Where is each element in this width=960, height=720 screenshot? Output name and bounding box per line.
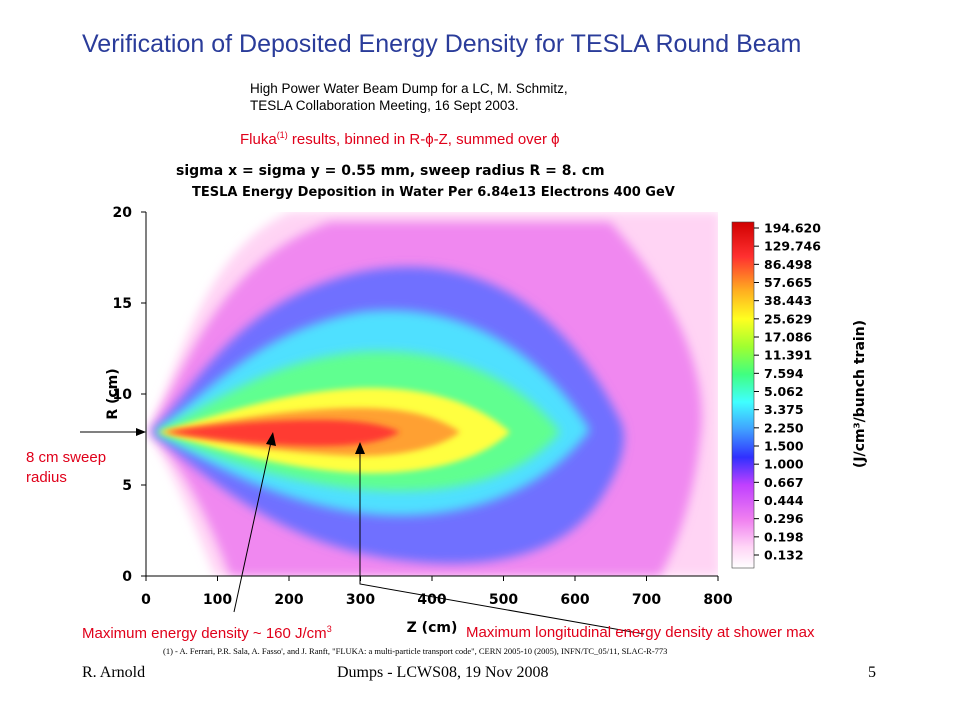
max-density-arrow [233,432,276,613]
x-axis-label: Z (cm) [407,620,458,636]
max-energy-text: Maximum energy density ~ 160 J/cm [82,625,327,642]
max-longitudinal-label: Maximum longitudinal energy density at s… [466,624,815,641]
colorbar-tick-label-14: 0.667 [764,475,804,490]
max-energy-unit-exponent: 3 [326,624,332,634]
colorbar-tick-label-9: 5.062 [764,384,804,399]
sweep-radius-label: 8 cm sweep radius [26,448,106,488]
chart-subtitle: TESLA Energy Deposition in Water Per 6.8… [192,185,675,200]
colorbar [731,221,755,569]
colorbar-tick-label-0: 194.620 [764,221,821,236]
colorbar-tick-label-2: 86.498 [764,257,812,272]
shower-core-red [165,420,400,446]
colorbar-tick-label-7: 11.391 [764,348,812,363]
x-tick-label-8: 800 [703,592,732,608]
x-tick-label-6: 600 [560,592,589,608]
sweep-label-line-1: 8 cm sweep [26,449,107,466]
x-tick-label-3: 300 [346,592,375,608]
colorbar-tick-label-8: 7.594 [764,366,804,381]
chart-title: sigma x = sigma y = 0.55 mm, sweep radiu… [176,163,605,179]
footer-page-number: 5 [868,664,876,681]
heatmap-field [146,212,718,576]
fluka-suffix: results, binned in R-ϕ-Z, summed over ϕ [287,131,560,148]
x-tick-label-1: 100 [203,592,232,608]
colorbar-tick-label-10: 3.375 [764,402,804,417]
y-axis-label: R (cm) [105,368,121,419]
colorbar-tick-label-4: 38.443 [764,293,812,308]
colorbar-tick-label-5: 25.629 [764,311,812,326]
colorbar-tick-label-13: 1.000 [764,457,804,472]
max-energy-density-label: Maximum energy density ~ 160 J/cm3 [82,624,332,642]
colorbar-tick-label-1: 129.746 [764,239,821,254]
colorbar-tick-label-15: 0.444 [764,493,804,508]
colorbar-label: (J/cm³/bunch train) [852,320,868,468]
colorbar-tick-label-3: 57.665 [764,275,812,290]
x-tick-label-4: 400 [417,592,446,608]
x-tick-label-0: 0 [141,592,151,608]
colorbar-tick-label-17: 0.198 [764,529,804,544]
footer-author: R. Arnold [82,664,146,681]
sweep-label-line-2: radius [26,469,67,486]
reference-citation: High Power Water Beam Dump for a LC, M. … [250,80,568,114]
y-tick-label-0: 0 [122,569,132,585]
y-tick-label-4: 20 [113,205,133,221]
y-tick-label-1: 5 [122,478,132,494]
slide-title: Verification of Deposited Energy Density… [82,30,802,58]
colorbar-tick-label-6: 17.086 [764,330,813,345]
fluka-footnote-mark: (1) [276,130,288,140]
colorbar-tick-label-18: 0.132 [764,548,804,563]
footnote: (1) - A. Ferrari, P.R. Sala, A. Fasso', … [163,646,668,656]
y-tick-label-3: 15 [113,296,132,312]
footer-conference: Dumps - LCWS08, 19 Nov 2008 [337,664,549,681]
y-tick-label-2: 10 [113,387,133,403]
reference-line-2: TESLA Collaboration Meeting, 16 Sept 200… [250,98,519,113]
colorbar-tick-label-12: 1.500 [764,439,804,454]
reference-line-1: High Power Water Beam Dump for a LC, M. … [250,81,568,96]
sweep-radius-arrow [80,428,146,436]
fluka-prefix: Fluka [240,131,277,148]
colorbar-tick-label-16: 0.296 [764,511,804,526]
x-tick-label-2: 200 [274,592,303,608]
shower-max-arrow [355,442,645,635]
colorbar-tick-label-11: 2.250 [764,420,804,435]
x-tick-label-7: 700 [632,592,661,608]
fluka-caption: Fluka(1) results, binned in R-ϕ-Z, summe… [240,130,560,148]
x-tick-label-5: 500 [489,592,518,608]
